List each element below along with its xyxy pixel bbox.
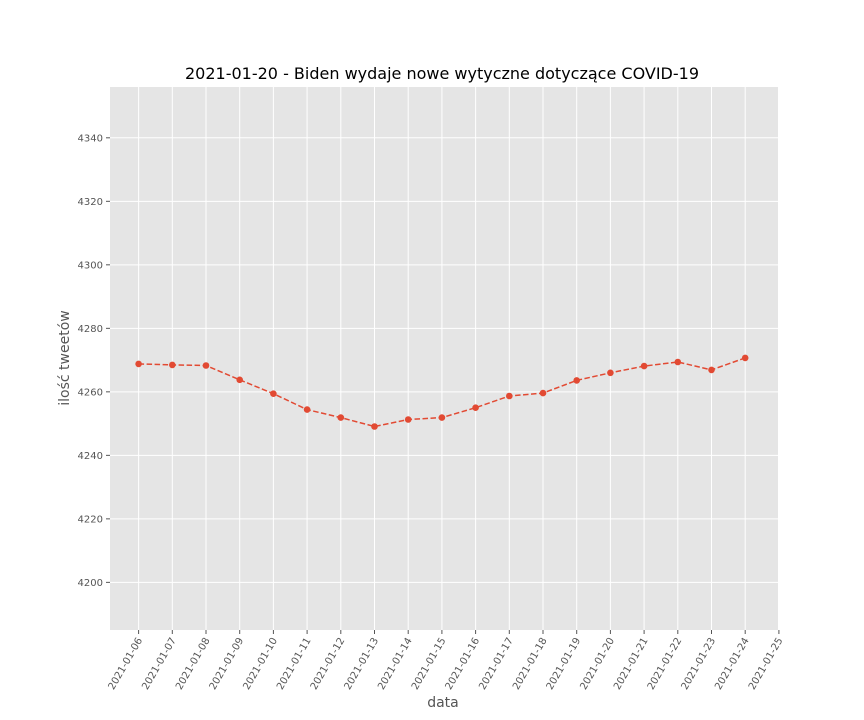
y-tick-label: 4260 (78, 387, 103, 398)
y-axis-label: ilość tweetów (57, 310, 73, 405)
y-tick-label: 4280 (78, 324, 103, 335)
x-tick-label: 2021-01-11 (275, 636, 314, 692)
x-tick-label: 2021-01-21 (612, 636, 651, 692)
plot-background (110, 87, 778, 630)
y-tick-label: 4320 (78, 197, 103, 208)
data-point (303, 406, 311, 413)
x-tick-label: 2021-01-16 (444, 636, 483, 692)
x-tick-label: 2021-01-08 (174, 636, 213, 692)
x-tick-label: 2021-01-20 (578, 636, 617, 692)
x-tick-label: 2021-01-25 (747, 636, 786, 692)
x-tick-label: 2021-01-14 (376, 636, 415, 692)
x-tick-label: 2021-01-22 (646, 636, 685, 692)
x-tick-label: 2021-01-18 (511, 636, 550, 692)
grid (110, 87, 780, 630)
data-point (708, 366, 715, 374)
data-point (135, 360, 142, 368)
x-tick-label: 2021-01-07 (140, 636, 179, 692)
x-tick-label: 2021-01-12 (309, 636, 348, 692)
data-point (573, 377, 580, 384)
x-tick-label: 2021-01-15 (410, 636, 449, 692)
data-point (607, 369, 614, 377)
data-point (236, 376, 243, 384)
data-point (202, 362, 210, 369)
x-tick-label: 2021-01-23 (680, 636, 719, 692)
x-tick-label: 2021-01-10 (241, 636, 280, 692)
data-point (337, 414, 345, 421)
data-point (371, 423, 378, 430)
chart-title: 2021-01-20 - Biden wydaje nowe wytyczne … (185, 64, 699, 83)
y-tick-label: 4340 (78, 133, 103, 144)
data-point (270, 390, 277, 398)
data-point (438, 414, 446, 421)
x-tick-label: 2021-01-13 (343, 636, 382, 692)
y-tick-label: 4300 (78, 260, 103, 271)
y-tick-label: 4240 (78, 451, 103, 462)
data-point (539, 389, 547, 397)
x-tick-label: 2021-01-19 (545, 636, 584, 692)
data-point (404, 416, 412, 423)
data-point (506, 392, 513, 400)
x-ticks: 2021-01-062021-01-072021-01-082021-01-09… (107, 630, 786, 692)
x-tick-label: 2021-01-06 (107, 636, 146, 692)
x-tick-label: 2021-01-17 (477, 636, 516, 692)
data-point (741, 354, 749, 362)
x-axis-label: data (427, 695, 459, 711)
y-tick-label: 4220 (78, 514, 103, 525)
series (135, 354, 749, 430)
y-ticks: 4200 4220 4240 4260 4280 4300 4320 4340 (78, 133, 110, 589)
data-point (472, 404, 479, 412)
y-tick-label: 4200 (78, 578, 103, 589)
x-tick-label: 2021-01-09 (208, 636, 247, 692)
data-point (640, 362, 648, 370)
x-tick-label: 2021-01-24 (713, 636, 752, 692)
data-point (674, 358, 682, 366)
data-point (169, 361, 176, 369)
